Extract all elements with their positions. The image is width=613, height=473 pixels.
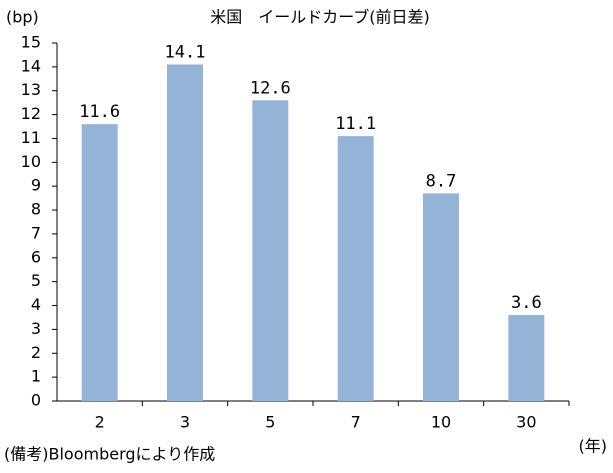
x-tick-label: 5 [265, 413, 275, 432]
y-tick-label: 8 [31, 200, 41, 219]
data-label: 3.6 [511, 293, 542, 313]
bar [508, 315, 545, 401]
y-tick-label: 14 [21, 56, 41, 75]
y-tick-label: 2 [31, 343, 41, 362]
y-tick-label: 11 [21, 128, 41, 147]
y-tick-label: 0 [31, 391, 41, 410]
data-label: 12.6 [250, 78, 291, 98]
source-note: (備考)Bloombergにより作成 [4, 445, 215, 464]
data-label: 8.7 [426, 171, 457, 191]
bar [81, 124, 118, 401]
y-tick-label: 6 [31, 247, 41, 266]
chart-title: 米国 イールドカーブ(前日差) [210, 8, 430, 27]
y-tick-label: 15 [21, 33, 41, 52]
y-tick-label: 4 [31, 295, 41, 314]
y-axis-unit: (bp) [6, 8, 39, 27]
bar [167, 64, 203, 401]
x-tick-label: 30 [516, 413, 536, 432]
x-tick-label: 10 [431, 413, 451, 432]
data-label: 14.1 [165, 42, 206, 62]
x-axis-unit: (年) [579, 437, 608, 456]
y-tick-label: 9 [31, 176, 41, 195]
y-tick-label: 3 [31, 319, 41, 338]
y-tick-label: 5 [31, 271, 41, 290]
x-tick-label: 2 [95, 413, 105, 432]
x-tick-label: 3 [180, 413, 190, 432]
bar [252, 100, 289, 401]
bar [337, 136, 374, 401]
y-tick-label: 13 [21, 80, 41, 99]
y-tick-label: 1 [31, 367, 41, 386]
x-tick-label: 7 [351, 413, 361, 432]
bar [423, 193, 459, 401]
y-tick-label: 10 [21, 152, 41, 171]
y-tick-label: 12 [21, 104, 41, 123]
data-label: 11.6 [79, 102, 120, 122]
y-tick-label: 7 [31, 223, 41, 242]
data-label: 11.1 [335, 114, 376, 134]
